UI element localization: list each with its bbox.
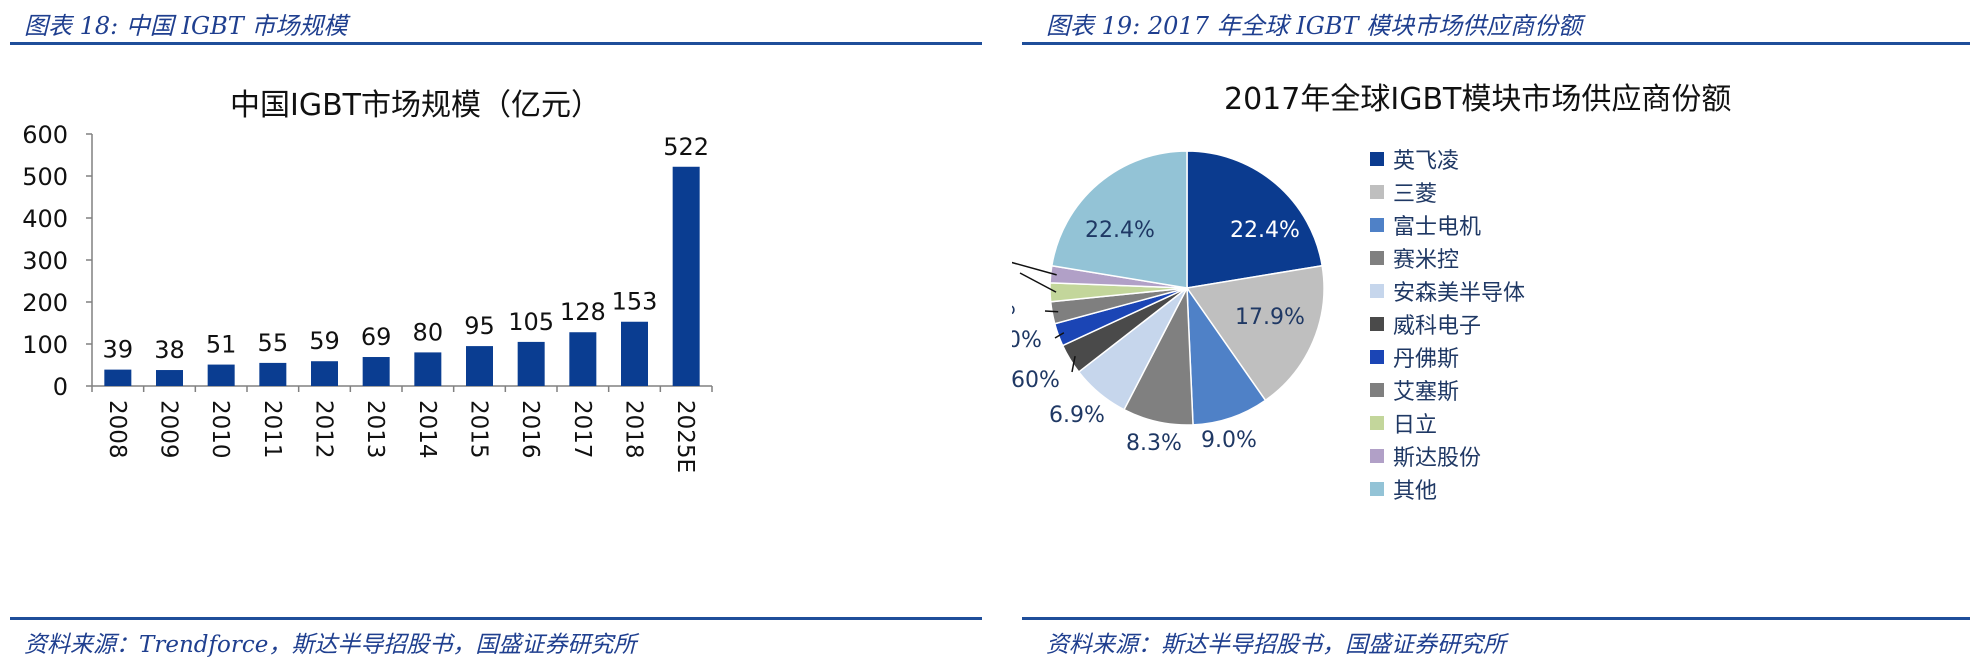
bar <box>621 321 648 386</box>
figure-18-label: 图表 18: 中国 IGBT 市场规模 <box>24 12 348 40</box>
x-tick-label: 2025E <box>672 400 698 473</box>
bar-data-label: 95 <box>464 312 495 340</box>
bar-data-label: 80 <box>413 318 444 346</box>
pie-data-label: 17.9% <box>1235 305 1305 330</box>
y-tick-label: 0 <box>53 373 68 401</box>
x-tick-label: 2012 <box>310 400 336 459</box>
x-tick-label: 2009 <box>155 400 181 459</box>
legend-swatch <box>1370 218 1384 232</box>
legend-label: 富士电机 <box>1393 215 1481 240</box>
legend-label: 三菱 <box>1393 182 1437 207</box>
bar <box>207 364 235 386</box>
leader-line <box>1019 272 1057 293</box>
bar <box>156 370 183 386</box>
legend-swatch <box>1370 482 1384 496</box>
bar-data-label: 105 <box>508 308 554 336</box>
bar <box>569 332 597 386</box>
x-tick-label: 2011 <box>259 400 285 459</box>
bar <box>362 357 390 386</box>
top-rule-left <box>10 42 982 45</box>
bar-data-label: 69 <box>361 323 392 351</box>
bar-data-label: 59 <box>309 327 340 355</box>
bar-data-label: 39 <box>103 336 134 364</box>
legend-label: 赛米控 <box>1393 248 1459 273</box>
pie-chart-title: 2017年全球IGBT模块市场供应商份额 <box>1224 82 1732 117</box>
source-note-right: 资料来源：斯达半导招股书，国盛证券研究所 <box>1046 632 1506 658</box>
legend-label: 威科电子 <box>1393 314 1481 339</box>
top-rule-right <box>1022 42 1970 45</box>
bar-data-label: 38 <box>154 336 185 364</box>
pie-data-label: 22.4% <box>1085 218 1155 243</box>
pie-chart: 22.4%17.9%9.0%8.3%6.9%3.60%2.70%2.60%2.2… <box>1012 149 1525 504</box>
pie-slice <box>1186 150 1324 289</box>
legend-label: 艾塞斯 <box>1393 380 1459 405</box>
bar <box>414 352 442 386</box>
legend-swatch <box>1370 383 1384 397</box>
legend-swatch <box>1370 350 1384 364</box>
y-tick-label: 200 <box>22 289 68 317</box>
x-tick-label: 2013 <box>362 400 388 459</box>
pie-data-label: 8.3% <box>1126 431 1182 456</box>
pie-data-label: 2.60% <box>1012 295 1016 320</box>
bar-chart-title: 中国IGBT市场规模（亿元） <box>230 88 602 123</box>
legend-swatch <box>1370 251 1384 265</box>
pie-data-label: 3.60% <box>1012 368 1060 393</box>
pie-data-label: 22.4% <box>1230 218 1300 243</box>
y-tick-label: 300 <box>22 247 68 275</box>
leader-line <box>1044 310 1059 313</box>
right-panel: 图表 19: 2017 年全球 IGBT 模块市场供应商份额 2017年全球IG… <box>1012 0 1970 661</box>
figure-19-label: 图表 19: 2017 年全球 IGBT 模块市场供应商份额 <box>1046 12 1583 40</box>
left-panel: 图表 18: 中国 IGBT 市场规模 中国IGBT市场规模（亿元） 0 100 2… <box>10 12 982 658</box>
x-tick-label: 2014 <box>414 400 440 459</box>
leader-line <box>1054 332 1065 339</box>
y-tick-label: 400 <box>22 205 68 233</box>
bar-data-label: 153 <box>612 288 658 316</box>
y-tick-label: 100 <box>22 331 68 359</box>
bar-data-label: 522 <box>663 133 709 161</box>
bar-data-label: 51 <box>206 331 237 359</box>
source-note-left: 资料来源：Trendforce，斯达半导招股书，国盛证券研究所 <box>24 632 637 658</box>
bottom-rule-left <box>10 617 982 620</box>
pie-data-label: 2.70% <box>1012 328 1042 353</box>
pie-slice <box>1050 150 1188 289</box>
x-tick-label: 2010 <box>207 400 233 459</box>
leader-line <box>1071 355 1076 373</box>
x-tick-label: 2015 <box>465 400 491 459</box>
bar <box>259 362 287 386</box>
bar-data-label: 128 <box>560 298 606 326</box>
legend-swatch <box>1370 284 1384 298</box>
legend-swatch <box>1370 317 1384 331</box>
y-tick-label: 600 <box>22 121 68 149</box>
pie-data-label: 9.0% <box>1201 428 1257 453</box>
bar <box>672 166 700 386</box>
bar-data-label: 55 <box>258 329 289 357</box>
x-tick-label: 2018 <box>620 400 646 459</box>
bottom-rule-right <box>1022 617 1970 620</box>
legend-swatch <box>1370 416 1384 430</box>
x-tick-label: 2017 <box>569 400 595 459</box>
legend-label: 英飞凌 <box>1393 149 1459 174</box>
x-tick-label: 2008 <box>104 400 130 459</box>
legend-label: 日立 <box>1393 413 1437 438</box>
bar <box>104 369 132 386</box>
bar-chart: 0 100 200 300 400 500 600 39 2008 38 2009 51 2010 55 2… <box>22 121 713 473</box>
y-tick-label: 500 <box>22 163 68 191</box>
pie-slice <box>1185 264 1325 402</box>
pie-data-label: 6.9% <box>1049 403 1105 428</box>
legend-label: 安森美半导体 <box>1393 281 1525 306</box>
bar <box>466 346 493 386</box>
legend-label: 其他 <box>1393 479 1437 504</box>
legend-label: 斯达股份 <box>1393 446 1481 471</box>
legend-swatch <box>1370 185 1384 199</box>
x-tick-label: 2016 <box>517 400 543 459</box>
bar <box>517 341 545 386</box>
legend-label: 丹佛斯 <box>1393 347 1459 372</box>
bar <box>311 361 338 386</box>
legend-swatch <box>1370 152 1384 166</box>
leader-line <box>1012 261 1057 276</box>
legend-swatch <box>1370 449 1384 463</box>
